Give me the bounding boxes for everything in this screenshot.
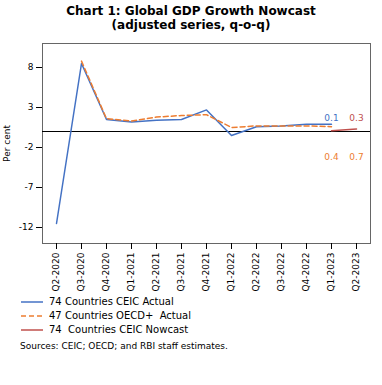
svg-text:8: 8 [28, 62, 34, 72]
svg-text:Q2-2023: Q2-2023 [351, 252, 361, 291]
html-text:Sources: CEIC; OECD; and RBI s: Sources: CEIC; OECD; and RBI staff estim… [20, 340, 228, 351]
svg-text:-7: -7 [25, 182, 34, 192]
svg-text:-2: -2 [25, 142, 34, 152]
svg-text:Q2-2020: Q2-2020 [51, 252, 61, 291]
svg-text:-12: -12 [19, 222, 34, 232]
html-text:74 Countries CEIC Nowcast: 74 Countries CEIC Nowcast [49, 324, 189, 336]
svg-text:0.1: 0.1 [324, 113, 338, 123]
svg-text:Q4-2021: Q4-2021 [201, 252, 211, 291]
html-text:47 Countries OECD+ Actual: 47 Countries OECD+ Actual [49, 310, 191, 322]
svg-text:Per cent: Per cent [2, 124, 12, 161]
html-text:74 Countries CEIC Actual: 74 Countries CEIC Actual [49, 296, 174, 308]
svg-text:Q3-2022: Q3-2022 [276, 252, 286, 291]
svg-text:Q4-2020: Q4-2020 [101, 252, 111, 291]
svg-text:Q1-2021: Q1-2021 [126, 252, 136, 291]
svg-text:Q3-2021: Q3-2021 [176, 252, 186, 291]
svg-text:0.3: 0.3 [349, 113, 363, 123]
svg-text:0.7: 0.7 [349, 152, 363, 162]
svg-text:Q2-2021: Q2-2021 [151, 252, 161, 291]
svg-text:Q3-2020: Q3-2020 [76, 252, 86, 291]
svg-text:Q2-2022: Q2-2022 [251, 252, 261, 291]
svg-text:Q4-2022: Q4-2022 [301, 252, 311, 291]
svg-text:0.4: 0.4 [324, 152, 339, 162]
svg-text:Q1-2023: Q1-2023 [326, 252, 336, 291]
html-text:Chart 1: Global GDP Growth Now: Chart 1: Global GDP Growth Nowcast (adju… [66, 4, 316, 33]
svg-text:Q1-2022: Q1-2022 [226, 252, 236, 291]
svg-text:3: 3 [28, 102, 34, 112]
